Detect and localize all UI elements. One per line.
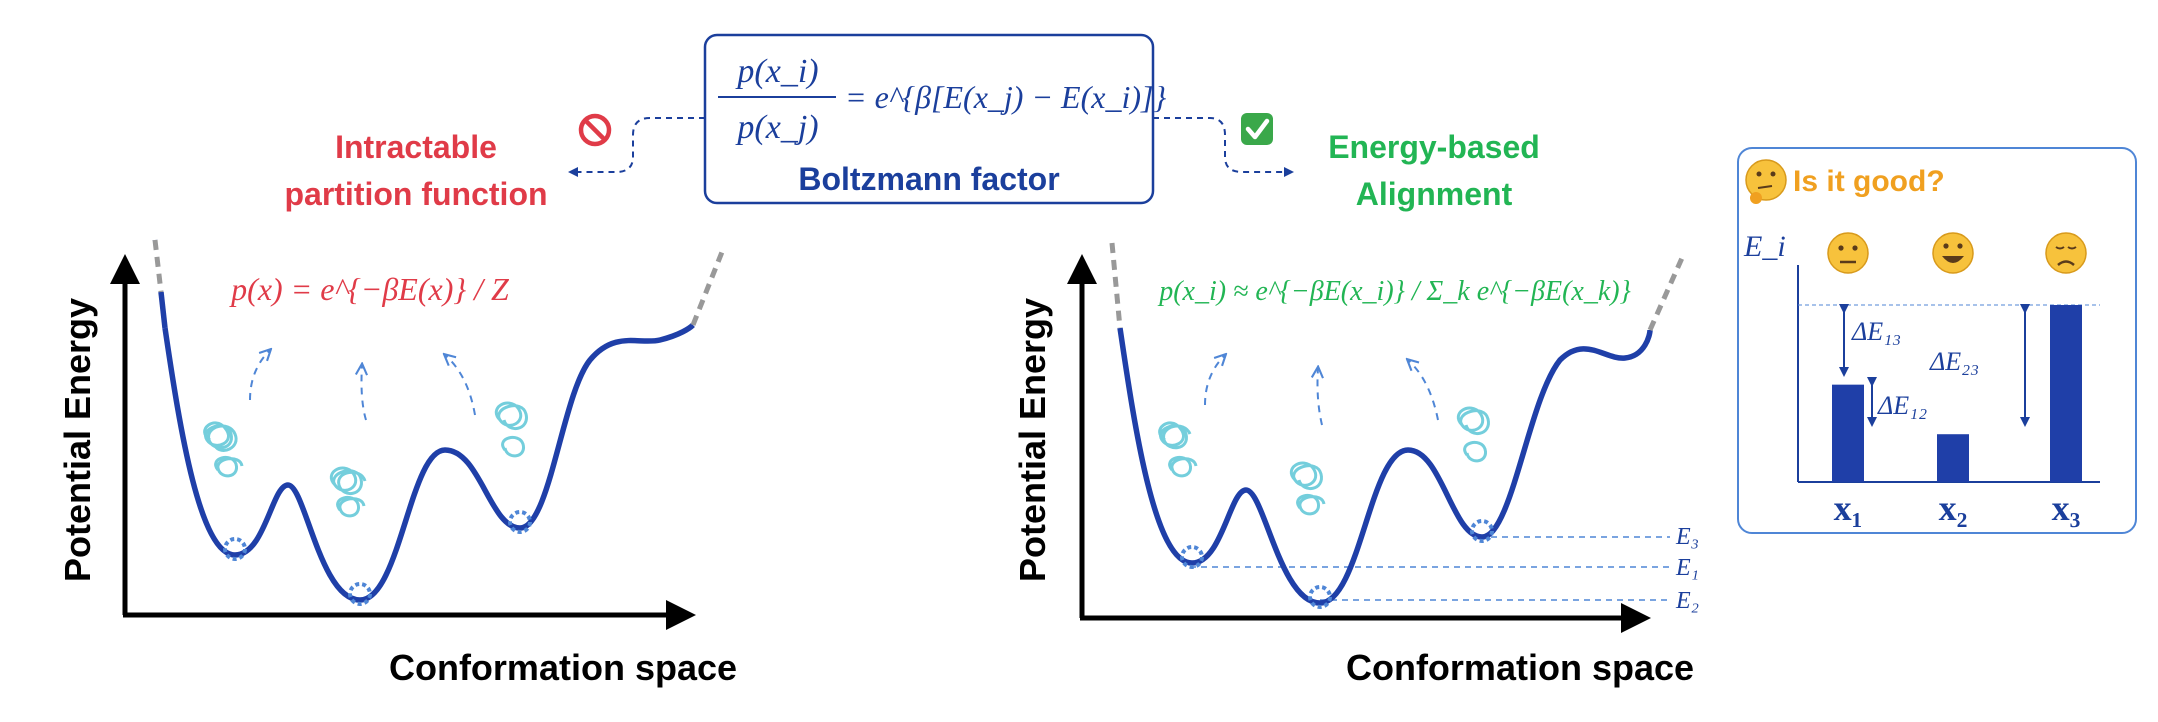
formula-numerator: p(x_i) — [735, 53, 818, 90]
protein-structure-icon — [1456, 406, 1490, 463]
formula-denominator: p(x_j) — [735, 109, 818, 146]
level-e1: E₁ — [1675, 555, 1699, 581]
inset-panel: Is it good? E_i ΔE₁₃ ΔE₁₂ ΔE₂ — [1737, 147, 2137, 534]
delta-e13: ΔE₁₃ — [1851, 317, 1901, 346]
right-branch-line2: Alignment — [1356, 176, 1513, 212]
inset-title: Is it good? — [1793, 165, 1945, 198]
inset-category-x2: x₂ — [1939, 488, 1968, 528]
inset-category-x1: x₁ — [1834, 488, 1863, 528]
right-energy-curve — [1117, 327, 1653, 606]
left-formula: p(x) = e^{−βE(x)} / Z — [229, 271, 510, 307]
level-e3: E₃ — [1675, 524, 1699, 550]
protein-structure-icon — [1158, 421, 1198, 478]
right-formula: p(x_i) ≈ e^{−βE(x_i)} / Σ_k e^{−βE(x_k)} — [1157, 276, 1631, 307]
left-branch-line1: Intractable — [335, 129, 497, 165]
delta-e12: ΔE₁₂ — [1877, 391, 1927, 420]
left-branch-line2: partition function — [284, 176, 547, 212]
level-e2: E₂ — [1675, 588, 1699, 614]
inset-bar-x3 — [2050, 305, 2082, 482]
right-branch-line1: Energy-based — [1328, 129, 1540, 165]
left-xlabel: Conformation space — [389, 647, 737, 688]
grinning-face-icon — [1932, 232, 1974, 274]
right-energy-panel: Potential Energy Conformation space E₃ E… — [1012, 242, 1699, 688]
thinking-face-icon — [1745, 159, 1787, 204]
boltzmann-caption: Boltzmann factor — [798, 161, 1059, 197]
left-energy-panel: Potential Energy Conformation space p(x) — [57, 239, 737, 688]
inset-bar-x2 — [1937, 434, 1969, 482]
inset-category-x3: x₃ — [2052, 488, 2081, 528]
left-ylabel: Potential Energy — [57, 298, 98, 582]
delta-e23: ΔE₂₃ — [1929, 347, 1979, 376]
neutral-face-icon — [1827, 232, 1869, 274]
inset-bar-x1 — [1832, 384, 1864, 482]
disappointed-face-icon — [2045, 232, 2087, 274]
protein-structure-icon — [329, 466, 367, 518]
left-energy-curve — [152, 239, 695, 603]
inset-y-label: E_i — [1743, 230, 1786, 263]
inset-bars — [1832, 305, 2082, 482]
right-xlabel: Conformation space — [1346, 647, 1694, 688]
check-icon — [1241, 113, 1273, 145]
right-ylabel: Potential Energy — [1012, 298, 1053, 582]
boltzmann-box: p(x_i) p(x_j) = e^{β[E(x_j) − E(x_i)]} B… — [703, 33, 1166, 205]
protein-structure-icon — [203, 421, 244, 478]
inset-category-labels: x₁ x₂ x₃ — [1834, 488, 2081, 528]
protein-structure-icon — [1289, 461, 1326, 516]
formula-rhs: = e^{β[E(x_j) − E(x_i)]} — [845, 79, 1166, 115]
protein-structure-icon — [494, 401, 528, 458]
prohibited-icon — [578, 113, 612, 147]
